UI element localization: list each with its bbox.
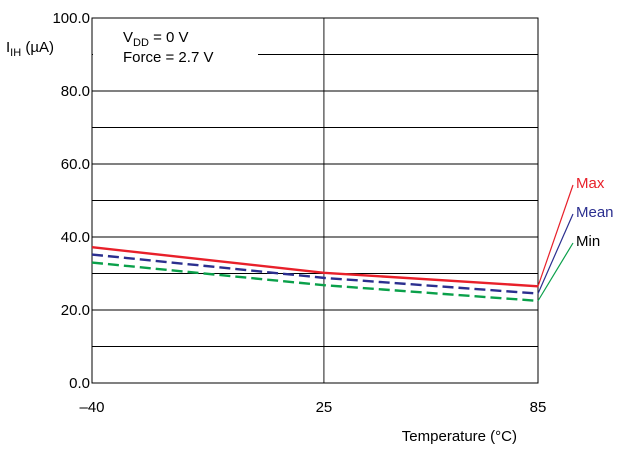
legend-leader-max [537,184,574,287]
series-line-max [91,246,539,288]
legend-entry-mean: Mean [576,204,614,221]
legend-entry-max: Max [576,175,605,192]
legend-leader-min [537,242,574,302]
legend-entry-min: Min [576,233,600,250]
legend-leader-mean [537,213,574,294]
y-axis-label: IIH (µA) [6,39,54,59]
x-tick-label: –40 [79,399,104,416]
series-lines [91,184,574,303]
x-axis-label: Temperature (°C) [402,428,517,445]
y-tick-label: 20.0 [61,302,90,319]
plot-border [91,17,539,384]
series-line-mean [91,253,539,295]
y-tick-label: 80.0 [61,83,90,100]
conditions-background [93,19,258,71]
condition-text: Force = 2.7 V [123,49,213,66]
y-tick-labels: 0.0 20.0 40.0 60.0 80.0 100.0 [52,10,90,392]
condition-text: VDD = 0 V [123,29,189,49]
y-tick-label: 40.0 [61,229,90,246]
series-line-min [91,261,539,303]
x-tick-labels: –40 25 85 [79,399,546,416]
y-tick-label: 0.0 [69,375,90,392]
x-tick-label: 25 [316,399,333,416]
x-tick-label: 85 [530,399,547,416]
y-tick-label: 60.0 [61,156,90,173]
y-tick-label: 100.0 [52,10,90,27]
grid [92,18,538,383]
legend: Max Mean Min [576,175,614,250]
